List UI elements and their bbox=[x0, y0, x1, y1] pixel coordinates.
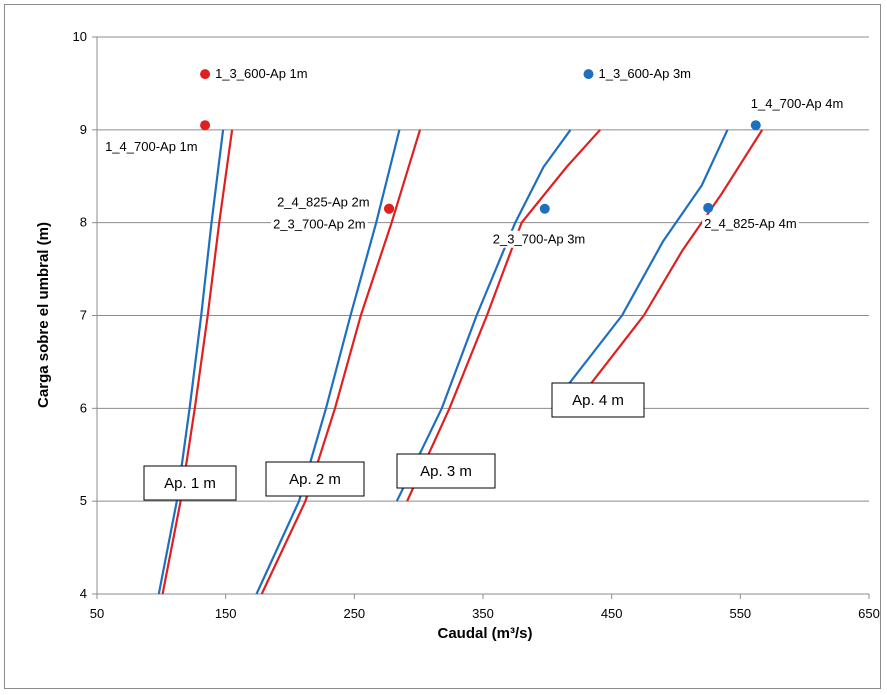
annotation-label-3: Ap. 4 m bbox=[572, 392, 624, 409]
annotation-label-2: Ap. 3 m bbox=[420, 463, 472, 480]
x-tick-label-4: 450 bbox=[601, 606, 623, 621]
chart-frame bbox=[4, 4, 881, 689]
data-point-3 bbox=[384, 203, 395, 214]
series-line-4 bbox=[395, 129, 572, 502]
y-tick-label-1: 5 bbox=[80, 493, 87, 508]
series-line-3 bbox=[260, 129, 422, 595]
y-tick-label-0: 4 bbox=[80, 586, 87, 601]
data-point-label-6: 1_4_700-Ap 4m bbox=[751, 96, 844, 111]
series-line-7 bbox=[588, 129, 764, 386]
series-line-5 bbox=[406, 129, 601, 502]
data-point-5 bbox=[539, 203, 550, 214]
data-point-label-1: 1_4_700-Ap 1m bbox=[105, 139, 198, 154]
data-point-label-bg-7 bbox=[702, 214, 799, 232]
y-tick-label-2: 6 bbox=[80, 400, 87, 415]
grid-layer bbox=[97, 36, 869, 595]
annotation-box-3 bbox=[551, 382, 645, 418]
data-point-6 bbox=[750, 120, 761, 131]
data-point-0 bbox=[200, 69, 211, 80]
data-point-label-5: 2_3_700-Ap 3m bbox=[493, 232, 586, 247]
series-line-0 bbox=[157, 129, 225, 595]
y-tick-label-6: 10 bbox=[73, 29, 87, 44]
data-point-label-bg-6 bbox=[748, 95, 846, 113]
y-tick-label-4: 8 bbox=[80, 215, 87, 230]
x-tick-label-0: 50 bbox=[90, 606, 104, 621]
series-line-2 bbox=[255, 129, 401, 595]
points-layer: 1_3_600-Ap 1m 1_4_700-Ap 1m 2_4_825-Ap 2m 2… bbox=[103, 65, 846, 248]
x-tick-label-1: 150 bbox=[215, 606, 237, 621]
annotation-box-2 bbox=[396, 453, 496, 489]
series-layer bbox=[157, 129, 764, 595]
data-point-label-bg-1 bbox=[103, 138, 200, 156]
data-point-4 bbox=[583, 69, 594, 80]
data-point-label-7: 2_4_825-Ap 4m bbox=[704, 216, 797, 231]
data-point-label-bg-2 bbox=[275, 193, 372, 211]
data-point-7 bbox=[703, 202, 714, 213]
annotation-label-1: Ap. 2 m bbox=[289, 471, 341, 488]
data-point-label-bg-5 bbox=[490, 230, 588, 248]
annotation-layer: Ap. 1 m Ap. 2 m Ap. 3 m Ap. 4 m bbox=[143, 382, 645, 501]
annotation-box-1 bbox=[265, 461, 365, 497]
axis-layer: 4 5 6 7 8 9 10 50 150 250 350 450 550 650 bbox=[73, 29, 880, 621]
annotation-box-0 bbox=[143, 465, 237, 501]
y-tick-label-5: 9 bbox=[80, 122, 87, 137]
data-point-label-0: 1_3_600-Ap 1m bbox=[215, 66, 308, 81]
x-axis-title: Caudal (m³/s) bbox=[437, 625, 532, 642]
x-tick-label-5: 550 bbox=[729, 606, 751, 621]
x-tick-label-2: 250 bbox=[343, 606, 365, 621]
x-tick-label-6: 650 bbox=[858, 606, 880, 621]
series-line-6 bbox=[567, 129, 729, 386]
y-tick-label-3: 7 bbox=[80, 308, 87, 323]
x-tick-label-3: 350 bbox=[472, 606, 494, 621]
data-point-label-bg-3 bbox=[271, 215, 368, 233]
data-point-label-3: 2_3_700-Ap 2m bbox=[273, 217, 366, 232]
data-point-label-2: 2_4_825-Ap 2m bbox=[277, 195, 370, 210]
annotation-label-0: Ap. 1 m bbox=[164, 475, 216, 492]
data-point-label-bg-4 bbox=[596, 65, 694, 83]
series-line-1 bbox=[161, 129, 234, 595]
data-point-1 bbox=[200, 120, 211, 131]
data-point-label-4: 1_3_600-Ap 3m bbox=[599, 66, 692, 81]
data-point-label-bg-0 bbox=[213, 65, 310, 83]
y-axis-title: Carga sobre el umbral (m) bbox=[35, 222, 52, 408]
